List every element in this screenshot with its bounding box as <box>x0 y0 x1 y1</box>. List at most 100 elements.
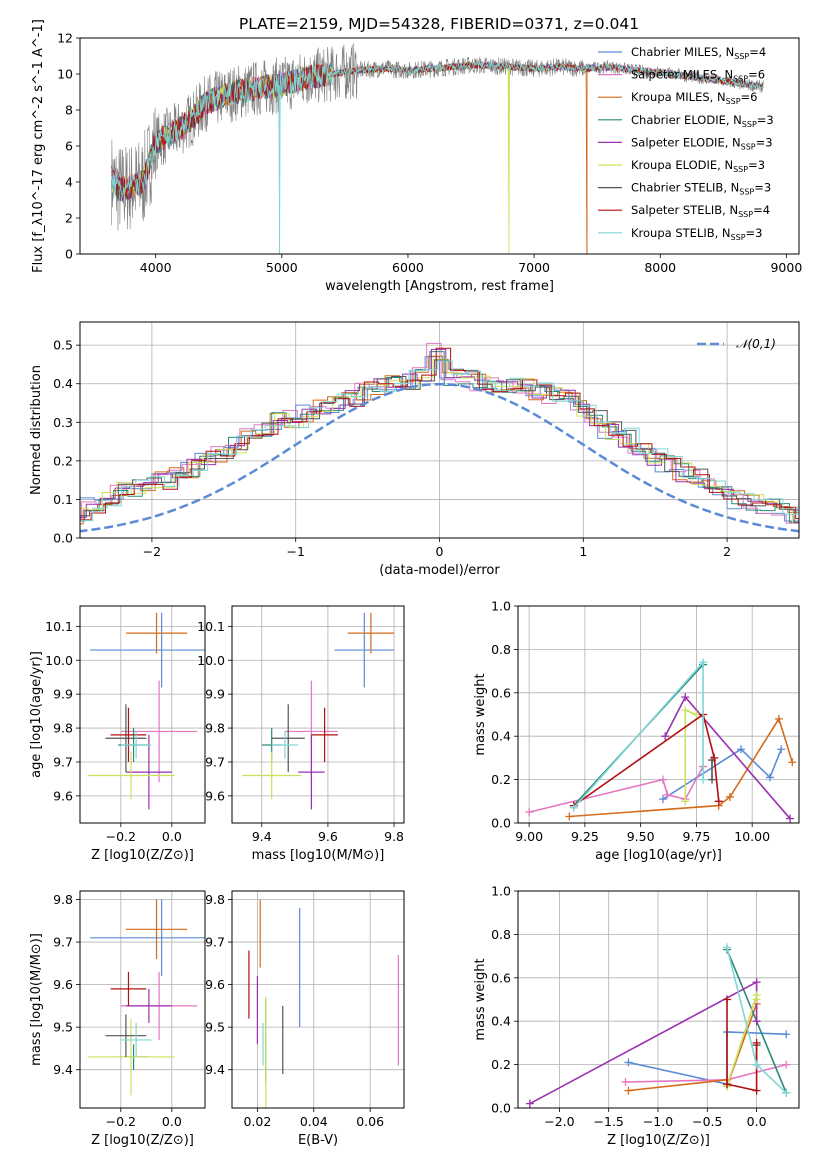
series-marker <box>782 1030 791 1039</box>
errorbar-point <box>105 1014 147 1057</box>
x-tick-label: 7000 <box>518 260 550 275</box>
histogram-chabrier-stelib <box>80 359 799 524</box>
x-tick-label: 9000 <box>770 260 802 275</box>
y-axis-label: Normed distribution <box>29 365 44 495</box>
y-axis-label: mass [log10(M/M⊙)] <box>29 933 44 1066</box>
legend-nssp-prefix: , N <box>718 45 734 59</box>
series-marker <box>710 753 719 762</box>
legend-subscript: SSP <box>731 233 746 242</box>
y-tick-label: 1.0 <box>491 884 511 899</box>
legend-subscript: SSP <box>733 75 748 84</box>
y-axis-label: age [log10(age/yr)] <box>29 651 44 778</box>
series-marker <box>752 1060 761 1069</box>
y-tick-label: 0.3 <box>53 415 73 430</box>
legend-subscript: SSP <box>741 142 756 151</box>
histogram-salpeter-stelib <box>80 347 799 521</box>
y-tick-label: 9.8 <box>53 892 73 907</box>
series-marker <box>661 732 670 741</box>
errorbar-point <box>90 899 205 977</box>
series-marker <box>624 1058 633 1067</box>
series-marker <box>774 714 783 723</box>
legend-nssp: =3 <box>756 135 773 149</box>
y-tick-label: 9.9 <box>53 687 73 702</box>
x-tick-label: 9.25 <box>571 829 599 844</box>
axes-frame <box>517 890 800 1109</box>
y-tick-label: 0.5 <box>53 338 73 353</box>
errorbar-point <box>347 612 395 654</box>
x-tick-label: 0 <box>436 544 444 559</box>
series-marker <box>725 792 734 801</box>
legend-subscript: SSP <box>733 165 748 174</box>
plot-area <box>248 899 399 1108</box>
errorbar-point <box>105 704 147 773</box>
axes-frame <box>517 605 800 824</box>
y-tick-label: 0.0 <box>491 816 511 831</box>
legend-nssp-prefix: , N <box>723 181 739 195</box>
series-marker <box>621 1077 630 1086</box>
y-tick-label: 0.6 <box>491 970 511 985</box>
legend-subscript: SSP <box>738 210 753 219</box>
series-marker <box>663 790 672 799</box>
legend-nssp-prefix: , N <box>726 113 742 127</box>
legend-nssp: =3 <box>757 113 774 127</box>
histogram-chabrier-elodie <box>80 351 799 523</box>
y-tick-label: 0.2 <box>53 453 73 468</box>
legend-name: Salpeter MILES <box>631 68 717 82</box>
y-tick-label: 0.0 <box>491 1101 511 1116</box>
series-marker <box>752 1086 761 1095</box>
plot-area <box>87 612 205 810</box>
x-tick-label: 2 <box>723 544 731 559</box>
legend-nssp: =4 <box>749 45 766 59</box>
plot-area <box>87 899 205 1096</box>
y-tick-label: 0.6 <box>491 685 511 700</box>
series-marker <box>681 693 690 702</box>
errorbar-point <box>241 751 302 800</box>
x-axis-label: Z [log10(Z/Z⊙)] <box>607 1133 710 1148</box>
x-tick-label: −1 <box>286 544 304 559</box>
series-marker <box>786 814 795 823</box>
x-tick-label: −1.0 <box>643 1114 673 1129</box>
y-tick-label: 9.6 <box>53 977 73 992</box>
axes-frame <box>79 321 800 539</box>
y-tick-label: 9.7 <box>205 754 225 769</box>
axes-frame <box>79 605 206 824</box>
x-axis-label: (data-model)/error <box>379 563 500 578</box>
normal-curve <box>80 382 799 533</box>
x-tick-label: 0.06 <box>356 1114 384 1129</box>
series-marker <box>699 775 708 784</box>
y-tick-label: 10.0 <box>197 653 225 668</box>
x-tick-label: 8000 <box>644 260 676 275</box>
series-line-chabrier-miles <box>662 748 782 800</box>
legend-entry: Salpeter MILES, NSSP=6 <box>631 68 765 84</box>
legend-name: Chabrier ELODIE <box>631 113 726 127</box>
legend-name: Kroupa STELIB <box>631 226 715 240</box>
legend-nssp-prefix: , N <box>710 90 726 104</box>
legend-name: Salpeter STELIB <box>631 203 722 217</box>
x-tick-label: 9.50 <box>627 829 655 844</box>
y-tick-label: 2 <box>65 211 73 226</box>
legend-name: Chabrier STELIB <box>631 181 723 195</box>
x-tick-label: 9.00 <box>515 829 543 844</box>
legend-nssp: =3 <box>754 181 771 195</box>
panel-age_vs_mass: 9.4 9.6 9.8 9.6 9.7 9.8 9.9 10.0 10.1 mass [log10… <box>197 605 405 863</box>
series-marker <box>723 1080 732 1089</box>
series-marker <box>624 1086 633 1095</box>
series-marker <box>777 745 786 754</box>
x-tick-label: −2 <box>143 544 161 559</box>
legend-name: Kroupa MILES <box>631 90 710 104</box>
y-tick-label: 9.7 <box>205 935 225 950</box>
y-tick-label: 9.5 <box>53 1020 73 1035</box>
plot-area <box>525 943 791 1108</box>
y-tick-label: 9.9 <box>205 687 225 702</box>
y-tick-label: 9.6 <box>53 788 73 803</box>
y-tick-label: 1.0 <box>491 599 511 614</box>
legend-nssp: =6 <box>741 90 758 104</box>
legend-entry: Chabrier ELODIE, NSSP=3 <box>631 113 774 129</box>
y-tick-label: 9.8 <box>205 721 225 736</box>
x-tick-label: 0.0 <box>162 829 182 844</box>
legend-entry: Salpeter STELIB, NSSP=4 <box>631 203 770 219</box>
legend-subscript: SSP <box>726 97 741 106</box>
series-line-salpeter-elodie <box>529 980 758 1105</box>
y-axis-label: mass weight <box>473 958 488 1040</box>
